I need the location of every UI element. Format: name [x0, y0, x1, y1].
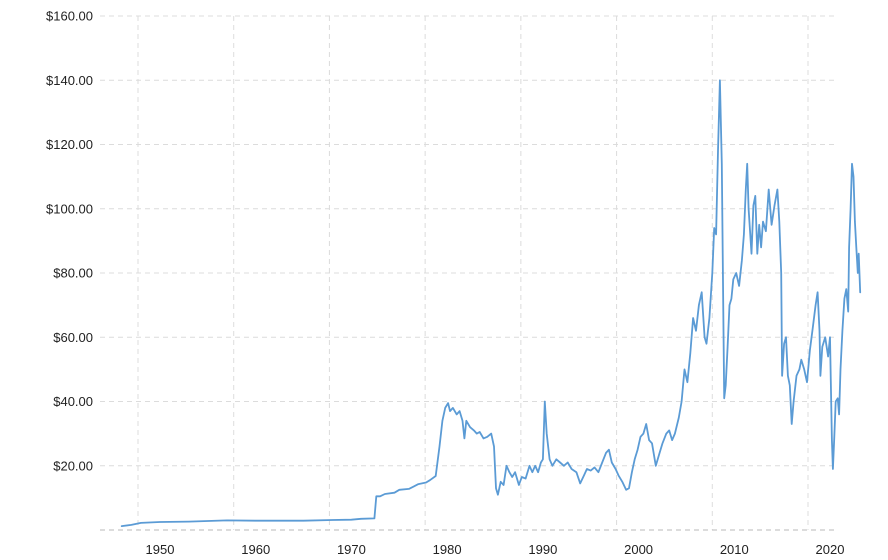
- x-tick-label: 2010: [720, 542, 749, 557]
- series-layer: [120, 79, 862, 527]
- y-gridlines: [100, 15, 838, 467]
- y-tick-label: $160.00: [46, 9, 93, 24]
- y-tick-label: $120.00: [46, 137, 93, 152]
- y-tick-label: $100.00: [46, 201, 93, 216]
- x-axis-tick-labels: 1950 1960 1970 1980 1990 2000 2010 2020: [146, 542, 845, 557]
- x-tick-label: 2000: [624, 542, 653, 557]
- series-line: [120, 79, 862, 527]
- x-tick-label: 1990: [528, 542, 557, 557]
- x-tick-label: 1950: [146, 542, 175, 557]
- x-tick-label: 1970: [337, 542, 366, 557]
- y-tick-label: $80.00: [53, 266, 93, 281]
- x-tick-label: 2020: [816, 542, 845, 557]
- y-axis-tick-labels: $20.00 $40.00 $60.00 $80.00 $100.00 $120.00 $1…: [46, 9, 93, 474]
- y-tick-label: $60.00: [53, 330, 93, 345]
- y-tick-label: $140.00: [46, 73, 93, 88]
- x-tick-label: 1980: [433, 542, 462, 557]
- y-tick-label: $20.00: [53, 458, 93, 473]
- y-tick-label: $40.00: [53, 394, 93, 409]
- x-tick-label: 1960: [241, 542, 270, 557]
